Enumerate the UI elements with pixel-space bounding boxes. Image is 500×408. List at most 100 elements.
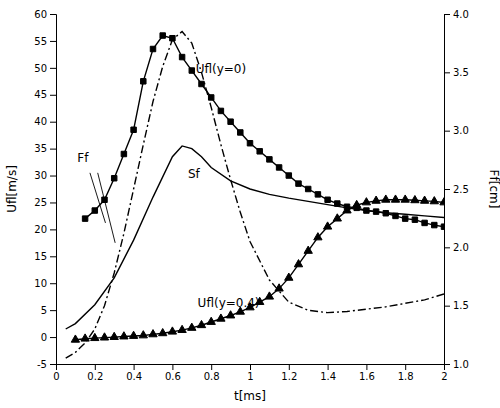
tick: 1.0 <box>444 359 469 370</box>
tick-mark <box>172 364 173 370</box>
marker <box>207 317 215 324</box>
marker <box>91 333 99 340</box>
marker <box>432 222 437 227</box>
plot: 00.20.40.60.811.21.41.61.82-505101520253… <box>5 9 500 403</box>
annotation: Sf <box>188 167 201 181</box>
marker <box>208 95 213 100</box>
tick-mark <box>50 256 56 257</box>
y2-axis-title: Ff[cm] <box>487 170 500 209</box>
marker <box>305 186 310 191</box>
tick: 0.2 <box>87 364 103 382</box>
marker <box>92 208 97 213</box>
marker <box>383 210 388 215</box>
tick-label: 3.0 <box>453 125 469 136</box>
tick: 35 <box>34 143 56 154</box>
tick-mark <box>50 229 56 230</box>
tick-label: 1.6 <box>359 371 375 382</box>
marker <box>441 224 444 229</box>
tick-label: 1.4 <box>320 371 336 382</box>
tick-mark <box>444 189 450 190</box>
marker <box>333 214 341 221</box>
tick-mark <box>50 95 56 96</box>
y-axis: -5051015202530354045505560 <box>34 9 56 370</box>
marker <box>296 181 301 186</box>
tick: 1 <box>247 364 253 382</box>
tick: 3.0 <box>444 125 469 136</box>
tick-mark <box>50 337 56 338</box>
marker <box>160 33 165 38</box>
tick-label: 1.2 <box>281 371 297 382</box>
annotation: Ufl(y=0.4) <box>198 296 260 310</box>
tick: 30 <box>34 170 56 181</box>
tick: 3.5 <box>444 67 469 78</box>
marker <box>304 246 312 253</box>
tick-mark <box>95 364 96 370</box>
marker <box>382 195 390 202</box>
marker <box>197 320 205 327</box>
tick: 4.0 <box>444 9 469 20</box>
tick-label: 0.8 <box>204 371 220 382</box>
tick-label: 1 <box>247 371 253 382</box>
marker <box>411 196 419 203</box>
tick: 1.4 <box>320 364 336 382</box>
tick-label: 2.0 <box>453 242 469 253</box>
tick-mark <box>444 247 450 248</box>
tick: 1.5 <box>444 300 469 311</box>
tick: 1.2 <box>281 364 297 382</box>
marker <box>141 79 146 84</box>
tick: 0 <box>41 332 56 343</box>
marker <box>294 260 302 267</box>
series-group <box>66 32 444 359</box>
tick-mark <box>134 364 135 370</box>
tick: 2.5 <box>444 184 469 195</box>
marker <box>159 329 167 336</box>
tick-mark <box>50 149 56 150</box>
tick-mark <box>328 364 329 370</box>
series-line <box>66 146 444 329</box>
series-line <box>85 36 444 227</box>
annotation-line <box>90 173 106 223</box>
y-axis-title: Ufl[m/s] <box>5 165 19 213</box>
tick-mark <box>211 364 212 370</box>
marker <box>110 332 118 339</box>
tick-mark <box>289 364 290 370</box>
tick-label: 0.4 <box>126 371 142 382</box>
marker <box>314 233 322 240</box>
marker <box>247 140 252 145</box>
tick-mark <box>444 14 450 15</box>
x-axis-title: t[ms] <box>234 389 266 403</box>
annotation: Ufl(y=0) <box>196 62 247 76</box>
y2-axis: 1.0 1.5 2.0 2.5 3.0 3.5 4.0 <box>444 9 469 370</box>
marker <box>257 149 262 154</box>
marker <box>323 222 331 229</box>
marker <box>218 108 223 113</box>
marker <box>364 208 369 213</box>
marker <box>422 220 427 225</box>
tick-label: 50 <box>34 63 47 74</box>
tick-label: 5 <box>41 305 47 316</box>
marker <box>82 216 87 221</box>
marker <box>430 197 438 204</box>
tick-mark <box>444 364 450 365</box>
marker <box>401 195 409 202</box>
tick: 25 <box>34 197 56 208</box>
marker <box>315 192 320 197</box>
tick: 2.0 <box>444 242 469 253</box>
tick-mark <box>50 364 56 365</box>
tick: 2 <box>441 364 447 382</box>
tick-label: 35 <box>34 143 47 154</box>
marker <box>353 200 361 207</box>
series-line <box>75 200 444 340</box>
marker <box>335 201 340 206</box>
tick: -5 <box>37 359 56 370</box>
marker <box>391 195 399 202</box>
tick-label: 0 <box>41 332 47 343</box>
tick-mark <box>50 310 56 311</box>
tick: 40 <box>34 116 56 127</box>
tick: 5 <box>41 305 56 316</box>
tick-label: 55 <box>34 36 47 47</box>
tick-mark <box>50 176 56 177</box>
marker <box>178 325 186 332</box>
marker <box>238 130 243 135</box>
marker <box>286 173 291 178</box>
